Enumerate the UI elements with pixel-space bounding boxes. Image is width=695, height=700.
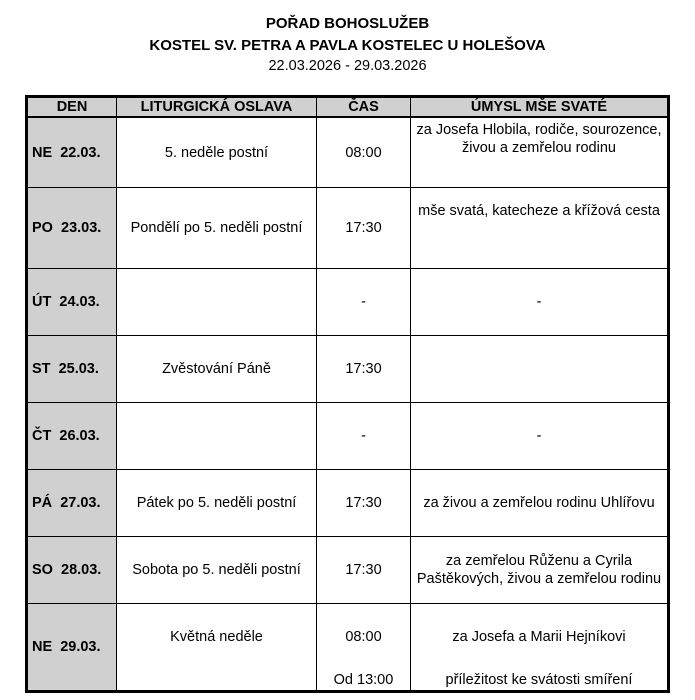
celebration-cell — [116, 402, 317, 470]
intention-cell: mše svatá, katecheze a křížová cesta — [410, 187, 669, 269]
column-header-intention: ÚMYSL MŠE SVATÉ — [410, 96, 669, 118]
schedule-table: DEN LITURGICKÁ OSLAVA ČAS ÚMYSL MŠE SVAT… — [25, 95, 670, 693]
day-cell: PO 23.03. — [26, 187, 117, 269]
intention-cell: - — [410, 268, 669, 336]
time-cell: 17:30 — [316, 469, 411, 537]
table-row: ČT 26.03. - - — [26, 402, 669, 470]
celebration-cell: Květná neděle — [116, 603, 317, 692]
celebration-cell: Pondělí po 5. neděli postní — [116, 187, 317, 269]
column-header-celebration: LITURGICKÁ OSLAVA — [116, 96, 317, 118]
time-cell: 08:00 Od 13:00 — [316, 603, 411, 692]
time-cell: 08:00 — [316, 116, 411, 188]
day-cell: ÚT 24.03. — [26, 268, 117, 336]
table-row: ST 25.03. Zvěstování Páně 17:30 — [26, 335, 669, 403]
celebration-cell: Zvěstování Páně — [116, 335, 317, 403]
intention-1: za Josefa a Marii Hejníkovi — [452, 629, 626, 645]
day-cell: NE 22.03. — [26, 116, 117, 188]
intention-2: příležitost ke svátosti smíření — [445, 672, 633, 688]
intention-cell: za Josefa Hlobila, rodiče, sourozence, ž… — [410, 116, 669, 188]
table-header-row: DEN LITURGICKÁ OSLAVA ČAS ÚMYSL MŠE SVAT… — [26, 96, 669, 118]
church-name: KOSTEL SV. PETRA A PAVLA KOSTELEC U HOLE… — [149, 37, 546, 54]
intention-cell: za Josefa a Marii Hejníkovi příležitost … — [410, 603, 669, 692]
table-row: PO 23.03. Pondělí po 5. neděli postní 17:3… — [26, 187, 669, 269]
intention-cell: za živou a zemřelou rodinu Uhlířovu — [410, 469, 669, 537]
schedule-title: POŘAD BOHOSLUŽEB — [265, 15, 430, 32]
celebration-cell — [116, 268, 317, 336]
table-row: ÚT 24.03. - - — [26, 268, 669, 336]
column-header-time: ČAS — [316, 96, 411, 118]
day-cell: ČT 26.03. — [26, 402, 117, 470]
day-cell: NE 29.03. — [26, 603, 117, 692]
table-row: SO 28.03. Sobota po 5. neděli postní 17:30… — [26, 536, 669, 604]
day-cell: PÁ 27.03. — [26, 469, 117, 537]
column-header-day: DEN — [26, 96, 117, 118]
time-cell: 17:30 — [316, 536, 411, 604]
intention-cell: - — [410, 402, 669, 470]
intention-cell — [410, 335, 669, 403]
table-row: PÁ 27.03. Pátek po 5. neděli postní 17:30 z… — [26, 469, 669, 537]
day-cell: SO 28.03. — [26, 536, 117, 604]
celebration-cell: Pátek po 5. neděli postní — [116, 469, 317, 537]
celebration-cell: Sobota po 5. neděli postní — [116, 536, 317, 604]
time-cell: - — [316, 402, 411, 470]
time-cell: 17:30 — [316, 187, 411, 269]
date-range: 22.03.2026 - 29.03.2026 — [268, 58, 427, 74]
time-cell: 17:30 — [316, 335, 411, 403]
celebration-text: Květná neděle — [170, 629, 263, 645]
table-row: NE 22.03. 5. neděle postní 08:00 za Josefa … — [26, 116, 669, 188]
intention-cell: za zemřelou Růženu a Cyrila Paštěkových,… — [410, 536, 669, 604]
celebration-cell: 5. neděle postní — [116, 116, 317, 188]
time-cell: - — [316, 268, 411, 336]
table-row: NE 29.03. Květná neděle 08:00 Od 13:00 z… — [26, 603, 669, 692]
day-cell: ST 25.03. — [26, 335, 117, 403]
time-1: 08:00 — [345, 629, 382, 645]
time-2: Od 13:00 — [333, 672, 394, 688]
